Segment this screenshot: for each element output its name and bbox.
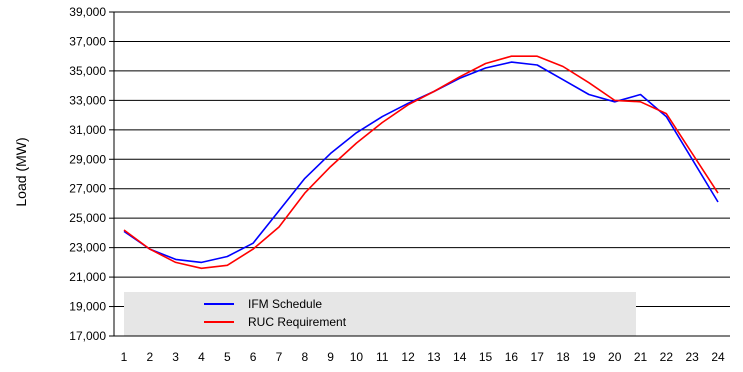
x-tick-label: 19: [582, 350, 596, 364]
x-tick-label: 3: [172, 350, 179, 364]
x-tick-label: 4: [198, 350, 205, 364]
x-tick-label: 9: [327, 350, 334, 364]
y-tick-label: 17,000: [69, 329, 106, 343]
x-tick-label: 8: [301, 350, 308, 364]
x-tick-label: 6: [250, 350, 257, 364]
y-axis-title: Load (MW): [13, 137, 29, 206]
x-tick-label: 5: [224, 350, 231, 364]
y-tick-label: 35,000: [69, 64, 106, 78]
x-tick-label: 20: [608, 350, 622, 364]
x-tick-label: 14: [453, 350, 467, 364]
series-lines: [123, 55, 719, 270]
legend-box: [124, 292, 636, 336]
x-tick-label: 11: [376, 350, 389, 364]
legend-label: RUC Requirement: [248, 315, 347, 329]
x-tick-label: 2: [146, 350, 153, 364]
x-tick-label: 17: [531, 350, 545, 364]
x-tick-label: 18: [556, 350, 570, 364]
y-tick-label: 31,000: [69, 123, 106, 137]
x-tick-label: 10: [350, 350, 364, 364]
x-tick-label: 22: [660, 350, 674, 364]
x-tick-label: 1: [121, 350, 128, 364]
x-tick-label: 15: [479, 350, 493, 364]
x-tick-label: 7: [276, 350, 283, 364]
legend: IFM Schedule RUC Requirement: [124, 292, 636, 336]
series-line: [123, 61, 719, 264]
y-tick-label: 25,000: [69, 211, 106, 225]
x-tick-label: 16: [505, 350, 519, 364]
legend-label: IFM Schedule: [248, 297, 322, 311]
series-line: [123, 55, 719, 270]
y-tick-label: 19,000: [69, 300, 106, 314]
y-tick-label: 39,000: [69, 5, 106, 19]
y-tick-label: 33,000: [69, 93, 106, 107]
axes: 17,000 19,000 21,000 23,000 25,000 27,000 29,0…: [69, 5, 730, 364]
x-tick-label: 23: [685, 350, 699, 364]
x-tick-label: 21: [634, 350, 648, 364]
y-tick-label: 23,000: [69, 241, 106, 255]
y-tick-label: 27,000: [69, 182, 106, 196]
gridlines: [114, 11, 730, 308]
y-tick-label: 29,000: [69, 152, 106, 166]
y-tick-label: 21,000: [69, 270, 106, 284]
x-tick-label: 12: [401, 350, 415, 364]
x-tick-label: 13: [427, 350, 441, 364]
y-tick-label: 37,000: [69, 34, 106, 48]
x-tick-label: 24: [711, 350, 725, 364]
